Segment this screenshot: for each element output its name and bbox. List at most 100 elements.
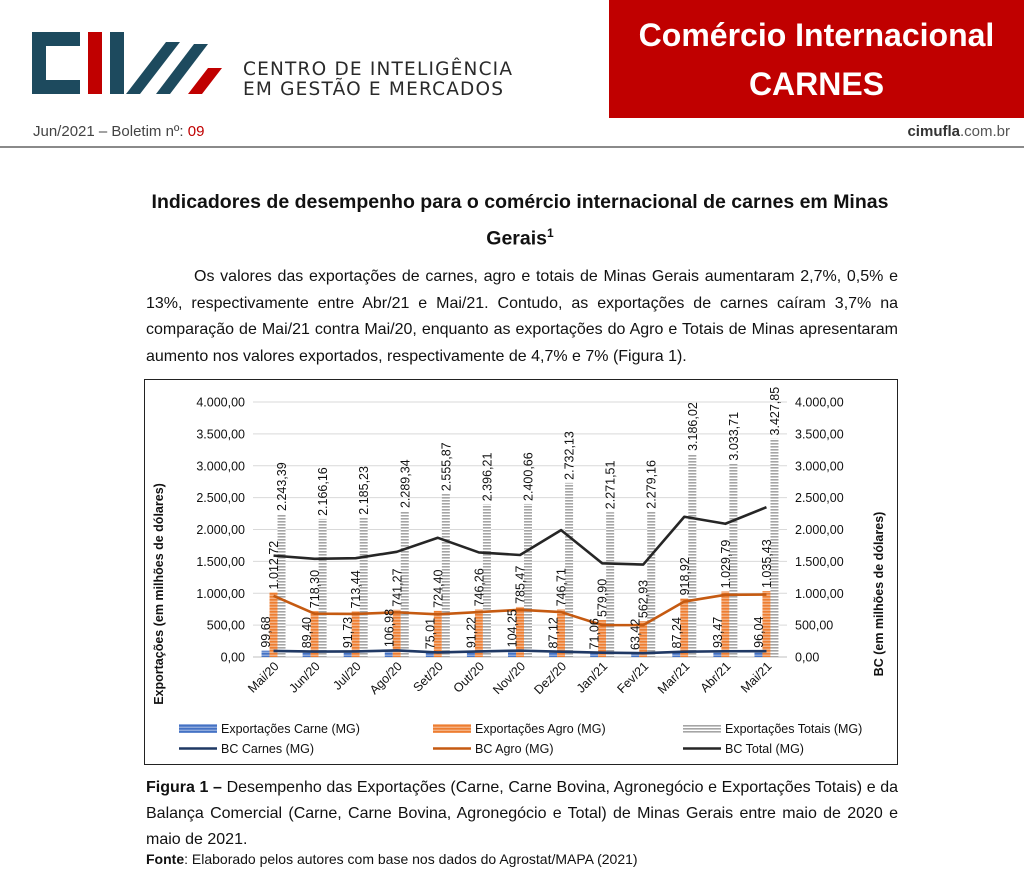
cim-logo — [28, 28, 228, 100]
value-labels: 99,68 89,40 91,73 106,98 75,01 91,22 104,25 87,… — [259, 387, 782, 650]
x-tick-label: Mai/20 — [245, 659, 281, 695]
header-banner: Comércio Internacional CARNES — [609, 0, 1024, 118]
bar-agro — [721, 591, 730, 657]
source-label: Fonte — [146, 851, 185, 867]
bar-agro — [269, 592, 278, 657]
bar-agro — [516, 606, 524, 657]
x-tick-label: Set/20 — [411, 659, 446, 694]
y-tick-label: 1.000,00 — [196, 587, 245, 601]
data-label: 2.271,51 — [604, 460, 618, 509]
site-bold: cimufla — [907, 123, 960, 140]
bar-carne — [672, 651, 681, 657]
y2-tick-label: 3.000,00 — [795, 459, 844, 473]
source-text: : Elaborado pelos autores com base nos d… — [184, 851, 638, 867]
data-label: 579,90 — [596, 579, 610, 617]
chart-bars — [261, 438, 779, 657]
data-label: 87,24 — [670, 617, 684, 648]
legend-label: BC Total (MG) — [725, 742, 804, 756]
data-label: 2.555,87 — [439, 442, 453, 491]
article-title: Indicadores de desempenho para o comérci… — [120, 187, 920, 255]
line-bc-total — [273, 505, 767, 566]
bar-agro — [433, 610, 442, 657]
x-tick-label: Dez/20 — [531, 659, 569, 697]
data-label: 106,98 — [382, 609, 396, 647]
data-label: 3.033,71 — [727, 412, 741, 461]
legend-label: Exportações Totais (MG) — [725, 722, 862, 736]
chart-legend: Exportações Carne (MG) Exportações Agro (… — [179, 722, 862, 756]
y-tick-label: 2.000,00 — [196, 523, 245, 537]
bulletin-info: Jun/2021 – Boletim nº: 09 — [33, 123, 204, 140]
x-tick-label: Abr/21 — [698, 659, 734, 695]
bar-carne — [302, 651, 311, 657]
line-bc-agro — [273, 593, 767, 627]
bar-agro — [598, 620, 607, 657]
bar-carne — [425, 652, 434, 657]
title-footnote: 1 — [547, 226, 554, 240]
data-label: 96,04 — [752, 617, 766, 648]
data-label: 104,25 — [506, 609, 520, 647]
line-bc-carnes — [273, 649, 767, 655]
legend-label: BC Agro (MG) — [475, 742, 554, 756]
bar-carne — [384, 650, 393, 657]
bar-totais — [647, 511, 656, 657]
bar-carne — [508, 650, 516, 657]
x-tick-label: Jun/20 — [286, 659, 322, 695]
org-line-1: CENTRO DE INTELIGÊNCIA — [243, 59, 514, 80]
bar-totais — [359, 517, 368, 657]
data-label: 2.185,23 — [357, 466, 371, 515]
bar-totais — [482, 504, 491, 657]
data-label: 785,47 — [514, 566, 528, 604]
data-label: 1.012,72 — [267, 541, 281, 590]
y2-tick-label: 3.500,00 — [795, 427, 844, 441]
bulletin-prefix: Jun/2021 – Boletim nº: — [33, 123, 184, 140]
right-axis-ticks: 0,00 500,00 1.000,00 1.500,00 2.000,00 2.500,… — [795, 396, 844, 665]
article-paragraph: Os valores das exportações de carnes, ag… — [146, 268, 898, 365]
y-axis-label: Exportações (em milhões de dólares) — [152, 483, 166, 705]
bar-agro — [392, 609, 401, 657]
y2-tick-label: 2.500,00 — [795, 491, 844, 505]
data-label: 89,40 — [300, 617, 314, 648]
bar-totais — [318, 518, 327, 657]
bar-carne — [754, 650, 763, 657]
bar-totais — [400, 511, 409, 657]
bar-carne — [261, 650, 270, 657]
data-label: 2.279,16 — [645, 460, 659, 509]
data-label: 718,30 — [308, 570, 322, 608]
bar-agro — [639, 621, 648, 657]
x-tick-label: Mar/21 — [655, 659, 692, 696]
data-label: 713,44 — [349, 570, 363, 608]
data-label: 746,26 — [472, 568, 486, 606]
data-label: 71,06 — [588, 618, 602, 649]
data-label: 75,01 — [423, 618, 437, 649]
site-link[interactable]: cimufla.com.br — [907, 123, 1010, 140]
article-title-text: Indicadores de desempenho para o comérci… — [151, 191, 889, 250]
bar-carne — [631, 652, 640, 657]
caption-label: Figura 1 – — [146, 779, 222, 796]
bar-agro — [310, 611, 319, 657]
data-label: 63,42 — [629, 619, 643, 650]
bar-carne — [549, 651, 558, 657]
bar-agro — [557, 609, 566, 657]
data-label: 2.732,13 — [563, 431, 577, 480]
bar-agro — [680, 598, 689, 657]
data-label: 99,68 — [259, 616, 273, 647]
org-name: CENTRO DE INTELIGÊNCIA EM GESTÃO E MERCA… — [243, 60, 513, 100]
data-label: 2.289,34 — [398, 459, 412, 508]
y-tick-label: 0,00 — [221, 651, 245, 665]
data-label: 87,12 — [547, 617, 561, 648]
header-divider — [0, 146, 1024, 148]
legend-swatch — [683, 724, 721, 733]
data-label: 2.396,21 — [480, 453, 494, 502]
caption-text: Desempenho das Exportações (Carne, Carne… — [146, 779, 899, 848]
data-label: 1.035,43 — [760, 539, 774, 588]
bar-totais — [441, 494, 450, 657]
x-axis-labels: Mai/20 Jun/20 Jul/20 Ago/20 Set/20 Out/20 Nov/… — [245, 659, 774, 697]
legend-label: Exportações Agro (MG) — [475, 722, 606, 736]
bar-carne — [343, 651, 352, 657]
y-tick-label: 3.500,00 — [196, 427, 245, 441]
data-label: 91,22 — [464, 617, 478, 648]
bar-carne — [713, 651, 722, 657]
figure-source: Fonte: Elaborado pelos autores com base … — [146, 851, 638, 867]
bar-agro — [762, 590, 771, 657]
chart-frame: 0,00 500,00 1.000,00 1.500,00 2.000,00 2.500,… — [144, 379, 898, 765]
